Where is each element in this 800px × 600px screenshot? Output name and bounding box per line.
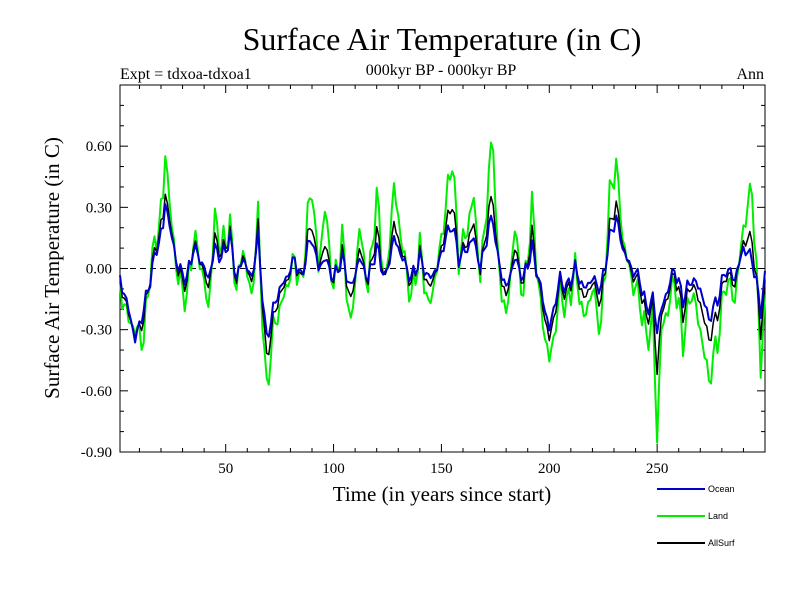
- y-tick-label: 0.30: [86, 200, 112, 216]
- period-label: 000kyr BP - 000kyr BP: [366, 62, 517, 79]
- season-label: Ann: [736, 66, 764, 83]
- legend-label-ocean: Ocean: [708, 484, 735, 494]
- x-tick-label: 200: [538, 461, 561, 477]
- legend: Ocean Land AllSurf: [657, 484, 735, 548]
- chart-title: Surface Air Temperature (in C): [243, 21, 642, 57]
- x-axis-title: Time (in years since start): [333, 482, 552, 506]
- series-line-ocean: [119, 203, 766, 344]
- y-axis-title: Surface Air Temperature (in C): [40, 137, 64, 399]
- x-tick-label: 50: [218, 461, 233, 477]
- y-tick-label: -0.60: [81, 384, 112, 400]
- x-tick-label: 250: [646, 461, 669, 477]
- y-tick-label: -0.30: [81, 323, 112, 339]
- y-tick-label: 0.00: [86, 262, 112, 278]
- x-tick-label: 150: [430, 461, 453, 477]
- y-tick-label: 0.60: [86, 139, 112, 155]
- series-lines: [119, 141, 766, 444]
- ticks: 50 100 150 200 250 -0.90 -0.60 -0.30 0.00 0.30 0.6…: [81, 85, 765, 477]
- expt-label: Expt = tdxoa-tdxoa1: [120, 66, 252, 83]
- legend-label-land: Land: [708, 511, 728, 521]
- legend-label-allsurf: AllSurf: [708, 538, 735, 548]
- x-tick-label: 100: [322, 461, 345, 477]
- y-tick-label: -0.90: [81, 445, 112, 461]
